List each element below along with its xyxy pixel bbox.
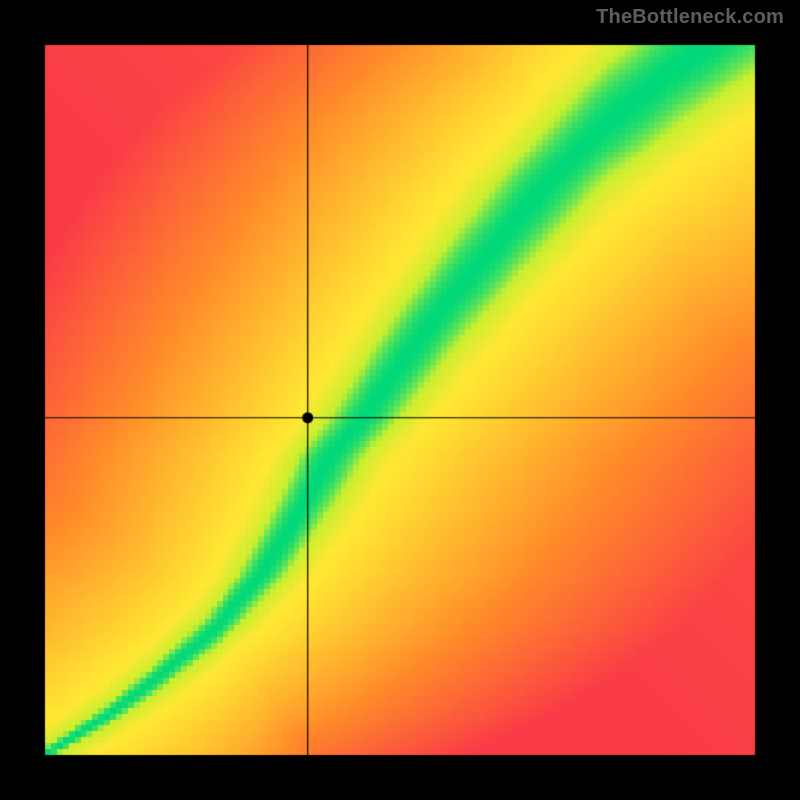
watermark-text: TheBottleneck.com — [596, 6, 784, 29]
chart-container: TheBottleneck.com — [0, 0, 800, 800]
heatmap-canvas — [0, 0, 800, 800]
